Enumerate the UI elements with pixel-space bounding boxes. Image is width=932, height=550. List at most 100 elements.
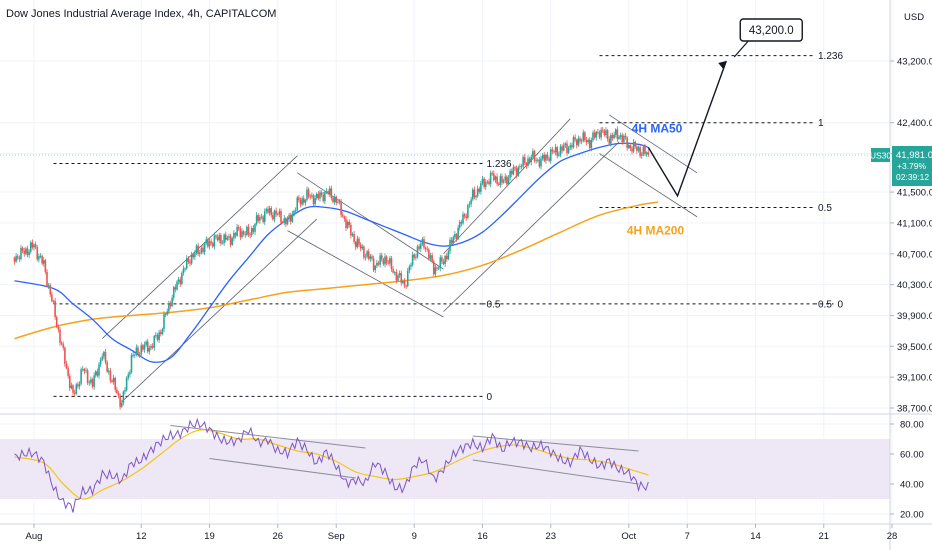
candle-body — [431, 255, 433, 262]
candle-body — [187, 258, 190, 262]
candle-body — [545, 154, 547, 161]
projection-arrowhead — [718, 61, 727, 69]
fib-level-label: 1 — [818, 118, 824, 129]
candle-body — [42, 260, 45, 264]
candle-body — [304, 199, 307, 203]
candle-body — [23, 250, 26, 254]
candle-body — [272, 215, 274, 220]
candle-body — [494, 176, 497, 181]
candle-body — [70, 385, 73, 389]
candle-body — [496, 176, 498, 184]
candle-body — [184, 268, 186, 270]
rsi-axis-ticks[interactable]: 20.00 40.00 60.00 80.00 — [890, 420, 924, 521]
candle-body — [151, 346, 154, 348]
candle-body — [174, 287, 177, 290]
time-tick-label: Oct — [621, 531, 636, 542]
candle-body — [421, 239, 424, 245]
candle-body — [289, 215, 292, 222]
candle-body — [218, 235, 221, 241]
candle-body — [337, 201, 339, 203]
candle-body — [220, 235, 222, 244]
candle-body — [432, 261, 435, 275]
candle-body — [29, 242, 32, 252]
channel-line — [287, 230, 444, 318]
candle-body — [142, 345, 144, 350]
candle-body — [47, 285, 50, 287]
fib-level-label: 0.5 — [818, 299, 832, 310]
candle-body — [457, 227, 459, 240]
fib-level-label: 0 — [838, 299, 844, 310]
candle-body — [488, 181, 490, 185]
rsi-tick-label: 20.00 — [900, 510, 924, 521]
candle-body — [484, 182, 487, 187]
candle-body — [52, 300, 55, 302]
candle-body — [288, 215, 290, 220]
candle-body — [442, 261, 445, 264]
candle-body — [252, 228, 255, 232]
price-axis-ticks[interactable]: 38,700.0 39,100.0 39,500.0 39,900.0 40,300.0… — [890, 57, 932, 415]
symbol-badge — [871, 147, 890, 162]
candle-body — [65, 363, 68, 369]
candle-body — [168, 302, 170, 312]
candle-body — [587, 139, 589, 143]
candle-body — [179, 279, 182, 285]
candle-body — [177, 279, 180, 282]
candle-body — [593, 132, 596, 138]
candle-body — [608, 139, 611, 144]
candle-body — [577, 138, 580, 146]
candle-body — [224, 234, 227, 240]
candle-body — [598, 132, 601, 138]
candle-body — [325, 191, 328, 193]
candle-body — [72, 385, 74, 393]
candle-body — [569, 145, 572, 148]
candle-body — [597, 131, 599, 133]
candle-body — [330, 188, 333, 199]
price-tick-label: 41,500.0 — [897, 188, 932, 199]
candle-body — [416, 246, 419, 257]
candle-body — [54, 300, 56, 318]
candle-body — [410, 264, 412, 267]
time-axis-ticks[interactable]: Aug 12 19 26 Sep 9 16 23 Oct 7 14 21 28 — [26, 524, 898, 542]
candle-body — [38, 256, 40, 260]
candle-body — [348, 221, 351, 225]
candle-body — [353, 234, 355, 242]
candle-body — [109, 370, 112, 381]
ma200-label: 4H MA200 — [627, 224, 685, 238]
candle-body — [470, 199, 472, 204]
candle-body — [343, 216, 346, 220]
currency-label[interactable]: USD — [904, 12, 924, 23]
candle-body — [644, 146, 646, 154]
candle-body — [632, 141, 635, 152]
candle-body — [567, 147, 570, 153]
candle-body — [234, 233, 237, 236]
candle-body — [439, 257, 442, 269]
candle-body — [33, 244, 35, 248]
candle-body — [16, 256, 19, 258]
candle-body — [135, 347, 138, 355]
candle-body — [366, 251, 368, 257]
candle-body — [120, 402, 123, 407]
candle-body — [166, 311, 169, 315]
candle-body — [385, 256, 388, 263]
time-tick-label: 9 — [412, 531, 417, 542]
candle-body — [159, 332, 162, 335]
rsi-tick-label: 60.00 — [900, 450, 924, 461]
channel-line — [609, 114, 698, 174]
candle-body — [605, 130, 607, 136]
candle-body — [533, 151, 536, 161]
candle-body — [324, 191, 326, 202]
candle-body — [536, 159, 539, 161]
candle-body — [156, 335, 159, 340]
channel-line — [121, 218, 318, 403]
candle-body — [592, 132, 594, 141]
candle-body — [263, 211, 266, 222]
candle-body — [275, 210, 277, 215]
candle-body — [194, 253, 196, 257]
candle-body — [546, 154, 549, 159]
candle-body — [434, 267, 437, 275]
candle-body — [585, 140, 588, 143]
candle-body — [335, 196, 338, 203]
candle-body — [623, 135, 625, 143]
candle-body — [119, 395, 121, 407]
